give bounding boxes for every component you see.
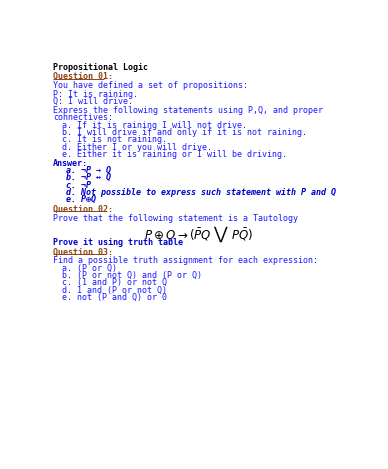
Text: a. ¬P → Q: a. ¬P → Q — [66, 166, 111, 175]
Text: e. Either it is raining or I will be driving.: e. Either it is raining or I will be dri… — [62, 150, 288, 159]
Text: Question 03:: Question 03: — [53, 248, 113, 257]
Text: $P \oplus Q \rightarrow (\bar{P}Q\ \bigvee\ P\bar{Q})$: $P \oplus Q \rightarrow (\bar{P}Q\ \bigv… — [144, 225, 253, 244]
Text: b. (P or not Q) and (P or Q): b. (P or not Q) and (P or Q) — [62, 271, 203, 280]
Text: Prove that the following statement is a Tautology: Prove that the following statement is a … — [53, 214, 298, 223]
Text: connectives:: connectives: — [53, 113, 113, 122]
Text: Propositional Logic: Propositional Logic — [53, 63, 148, 72]
Text: a. (P or Q): a. (P or Q) — [62, 264, 118, 273]
Text: c. ¬P: c. ¬P — [66, 181, 90, 189]
Text: You have defined a set of propositions:: You have defined a set of propositions: — [53, 81, 248, 90]
Text: b. I will drive if and only if it is not raining.: b. I will drive if and only if it is not… — [62, 128, 307, 137]
Text: Answer:: Answer: — [53, 159, 88, 168]
Text: Find a possible truth assignment for each expression:: Find a possible truth assignment for eac… — [53, 257, 318, 265]
Text: d. 1 and (P or not Q): d. 1 and (P or not Q) — [62, 286, 168, 295]
Text: e. P⊕Q: e. P⊕Q — [66, 195, 95, 204]
Text: Question 02:: Question 02: — [53, 205, 113, 214]
Text: d. Either I or you will drive.: d. Either I or you will drive. — [62, 143, 213, 151]
Text: c. It is not raining.: c. It is not raining. — [62, 135, 168, 144]
Text: Q: I will drive.: Q: I will drive. — [53, 97, 133, 106]
Text: Express the following statements using P,Q, and proper: Express the following statements using P… — [53, 106, 323, 115]
Text: Prove it using truth table: Prove it using truth table — [53, 238, 183, 247]
Text: a. If it is raining I will not drive.: a. If it is raining I will not drive. — [62, 121, 248, 129]
Text: c. (1 and P) or not Q: c. (1 and P) or not Q — [62, 279, 168, 287]
Text: d. Not possible to express such statement with P and Q: d. Not possible to express such statemen… — [66, 188, 336, 197]
Text: e. not (P and Q) or 0: e. not (P and Q) or 0 — [62, 293, 168, 302]
Text: P: It is raining.: P: It is raining. — [53, 90, 138, 99]
Text: b. ¬P ↔ Q: b. ¬P ↔ Q — [66, 174, 111, 182]
Text: Question 01:: Question 01: — [53, 72, 113, 81]
